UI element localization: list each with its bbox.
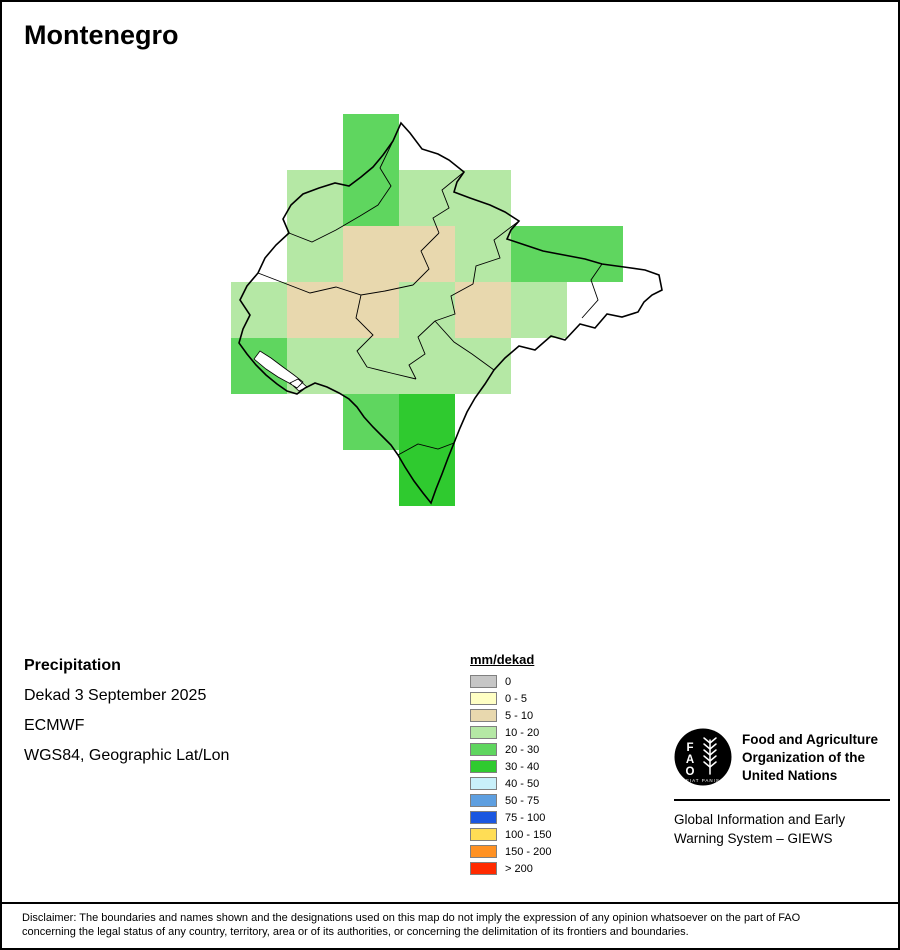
fao-org-name: Food and Agriculture Organization of the… xyxy=(742,728,878,785)
info-source: ECMWF xyxy=(24,717,85,734)
legend-swatch xyxy=(470,709,497,722)
legend-swatch xyxy=(470,811,497,824)
raster-cell xyxy=(455,170,511,226)
legend-swatch xyxy=(470,794,497,807)
fao-logo-icon: F A O FIAT PANIS xyxy=(674,728,732,786)
legend-label: 20 - 30 xyxy=(505,743,540,756)
raster-cell xyxy=(287,170,343,226)
legend-item: 20 - 30 xyxy=(470,741,551,758)
giews-block: Global Information and Early Warning Sys… xyxy=(674,810,890,848)
raster-cell xyxy=(343,226,399,282)
legend-item: 10 - 20 xyxy=(470,724,551,741)
legend-swatch xyxy=(470,777,497,790)
legend-label: 40 - 50 xyxy=(505,777,540,790)
legend-swatch xyxy=(470,862,497,875)
legend-item: 0 - 5 xyxy=(470,690,551,707)
disclaimer-line: Disclaimer: The boundaries and names sho… xyxy=(22,912,801,924)
info-projection: WGS84, Geographic Lat/Lon xyxy=(24,747,230,764)
legend: mm/dekad 0 0 - 5 5 - 10 10 - 20 20 - 30 30 - … xyxy=(470,652,551,877)
legend-swatch xyxy=(470,726,497,739)
fao-org-name-line: United Nations xyxy=(742,768,838,783)
page-title: Montenegro xyxy=(24,20,179,50)
raster-cell xyxy=(231,282,287,338)
info-heading: Precipitation xyxy=(24,657,121,674)
legend-item: 5 - 10 xyxy=(470,707,551,724)
legend-label: 5 - 10 xyxy=(505,709,534,722)
raster-cell xyxy=(455,338,511,394)
internal-boundaries xyxy=(257,140,603,456)
raster-cell xyxy=(455,282,511,338)
precipitation-raster xyxy=(231,114,623,506)
fao-block: F A O FIAT PANIS Food and Agriculture Or… xyxy=(674,728,890,848)
legend-label: 100 - 150 xyxy=(505,828,552,841)
legend-swatch xyxy=(470,845,497,858)
raster-cell xyxy=(399,226,455,282)
legend-item: 50 - 75 xyxy=(470,792,551,809)
raster-cell xyxy=(287,226,343,282)
raster-cell xyxy=(399,450,455,506)
raster-cell xyxy=(287,282,343,338)
legend-swatch xyxy=(470,675,497,688)
legend-item: 75 - 100 xyxy=(470,809,551,826)
raster-cell xyxy=(343,282,399,338)
legend-label: 50 - 75 xyxy=(505,794,540,807)
fao-logo-text: F A O xyxy=(686,742,695,778)
legend-item: 150 - 200 xyxy=(470,843,551,860)
legend-label: > 200 xyxy=(505,862,533,875)
fao-org-name-line: Organization of the xyxy=(742,750,865,765)
legend-items: 0 0 - 5 5 - 10 10 - 20 20 - 30 30 - 40 40 - 50… xyxy=(470,673,551,877)
map-info: Precipitation Dekad 3 September 2025 ECM… xyxy=(24,651,229,771)
fao-wheat-icon xyxy=(703,737,717,775)
raster-cell xyxy=(399,170,455,226)
legend-label: 0 xyxy=(505,675,512,688)
legend-swatch xyxy=(470,692,497,705)
legend-label: 150 - 200 xyxy=(505,845,552,858)
svg-text:F: F xyxy=(686,742,693,754)
raster-cell xyxy=(567,226,623,282)
legend-label: 30 - 40 xyxy=(505,760,540,773)
legend-swatch xyxy=(470,828,497,841)
fao-divider xyxy=(674,799,890,801)
country-outline xyxy=(238,121,663,505)
raster-cell xyxy=(343,170,399,226)
legend-title: mm/dekad xyxy=(470,652,535,667)
legend-swatch xyxy=(470,743,497,756)
svg-text:A: A xyxy=(686,754,694,766)
fao-org-name-line: Food and Agriculture xyxy=(742,732,878,747)
giews-line: Global Information and Early xyxy=(674,812,846,827)
giews-line: Warning System – GIEWS xyxy=(674,831,833,846)
svg-text:O: O xyxy=(686,766,695,778)
legend-label: 10 - 20 xyxy=(505,726,540,739)
legend-item: 40 - 50 xyxy=(470,775,551,792)
raster-cell xyxy=(343,114,399,170)
raster-cell xyxy=(343,338,399,394)
legend-item: 100 - 150 xyxy=(470,826,551,843)
raster-cell xyxy=(399,394,455,450)
info-dekad: Dekad 3 September 2025 xyxy=(24,687,207,704)
legend-label: 75 - 100 xyxy=(505,811,546,824)
legend-item: 0 xyxy=(470,673,551,690)
legend-label: 0 - 5 xyxy=(505,692,528,705)
legend-item: > 200 xyxy=(470,860,551,877)
raster-cell xyxy=(399,338,455,394)
legend-swatch xyxy=(470,760,497,773)
footer: Disclaimer: The boundaries and names sho… xyxy=(2,902,898,948)
raster-cell xyxy=(455,226,511,282)
raster-cell xyxy=(511,282,567,338)
disclaimer-line: concerning the legal status of any count… xyxy=(22,926,689,938)
raster-cell xyxy=(399,282,455,338)
fao-motto: FIAT PANIS xyxy=(686,778,720,783)
legend-item: 30 - 40 xyxy=(470,758,551,775)
